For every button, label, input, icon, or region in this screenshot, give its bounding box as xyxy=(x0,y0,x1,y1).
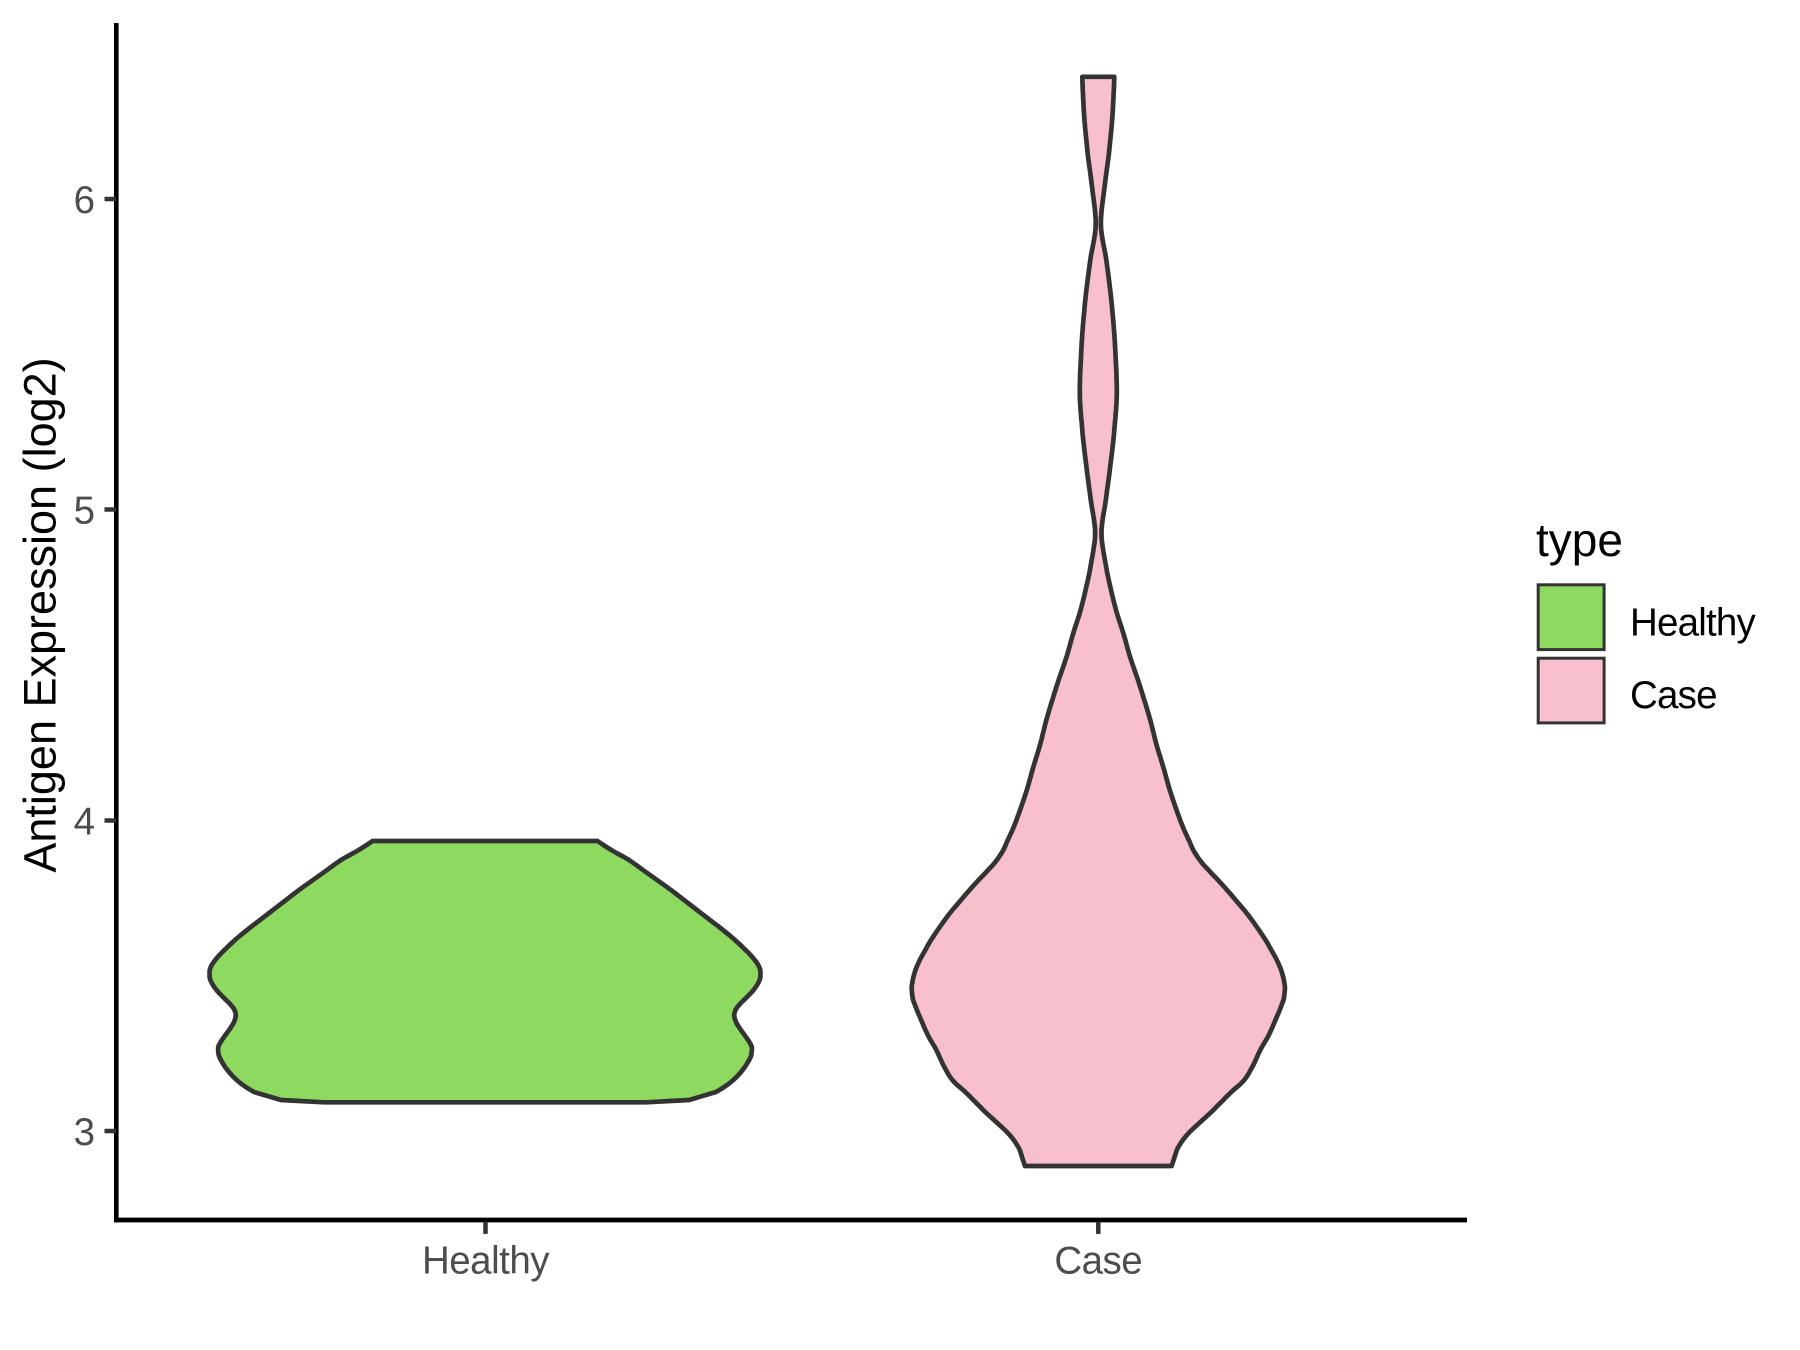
svg-text:type: type xyxy=(1536,514,1623,566)
svg-text:6: 6 xyxy=(74,179,95,222)
svg-text:5: 5 xyxy=(74,490,95,533)
svg-text:Case: Case xyxy=(1630,674,1717,717)
svg-text:Antigen Expression (log2): Antigen Expression (log2) xyxy=(15,357,66,872)
svg-text:Healthy: Healthy xyxy=(422,1240,550,1283)
svg-text:Case: Case xyxy=(1054,1240,1142,1283)
svg-text:3: 3 xyxy=(74,1111,95,1154)
svg-text:4: 4 xyxy=(74,801,95,844)
svg-text:Healthy: Healthy xyxy=(1630,602,1756,645)
